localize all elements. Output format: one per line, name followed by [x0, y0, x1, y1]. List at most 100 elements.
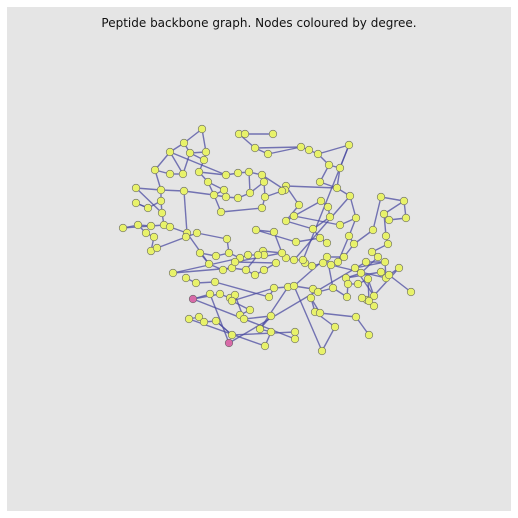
graph-node: [244, 167, 254, 177]
graph-node: [332, 183, 342, 193]
graph-node: [243, 250, 253, 260]
graph-node: [230, 257, 240, 267]
graph-node: [157, 208, 167, 218]
graph-node: [290, 327, 300, 337]
graph-edge: [317, 144, 350, 155]
graph-node: [165, 169, 175, 179]
graph-node: [250, 143, 260, 153]
graph-node: [179, 138, 189, 148]
graph-edge: [293, 195, 351, 261]
graph-node: [210, 277, 220, 287]
graph-node: [353, 279, 363, 289]
graph-node: [227, 296, 237, 306]
graph-edge: [293, 215, 341, 226]
graph-node: [146, 221, 156, 231]
graph-node: [318, 258, 328, 268]
graph-node: [194, 167, 204, 177]
graph-node: [219, 185, 229, 195]
graph-node: [349, 239, 359, 249]
graph-node: [335, 163, 345, 173]
graph-edge: [198, 171, 227, 176]
graph-edge: [156, 236, 187, 249]
graph-node: [328, 283, 338, 293]
graph-node: [118, 223, 128, 233]
graph-node: [179, 186, 189, 196]
graph-node: [263, 149, 273, 159]
graph-node: [351, 312, 361, 322]
graph-node: [259, 265, 269, 275]
graph-edge: [135, 187, 162, 191]
graph-node: [298, 255, 308, 265]
chart-title: Peptide backbone graph. Nodes coloured b…: [101, 16, 417, 30]
graph-node: [373, 252, 383, 262]
graph-node: [191, 278, 201, 288]
graph-node: [277, 248, 287, 258]
graph-node: [376, 192, 386, 202]
graph-node: [383, 239, 393, 249]
graph-edge: [231, 287, 275, 302]
graph-node: [356, 268, 366, 278]
graph-node: [344, 231, 354, 241]
graph-node: [224, 338, 234, 348]
graph-edge: [135, 187, 163, 214]
graph-node: [260, 192, 270, 202]
graph-node: [192, 228, 202, 238]
graph-node: [260, 341, 270, 351]
graph-node: [266, 327, 276, 337]
graph-node: [401, 213, 411, 223]
graph-edge: [254, 146, 302, 149]
graph-node: [221, 170, 231, 180]
graph-node: [209, 190, 219, 200]
graph-edge: [234, 261, 277, 264]
graph-node: [201, 147, 211, 157]
graph-node: [240, 129, 250, 139]
graph-node: [178, 169, 188, 179]
graph-edge: [372, 196, 382, 231]
graph-node: [250, 270, 260, 280]
graph-node: [156, 185, 166, 195]
graph-node: [364, 296, 374, 306]
graph-node: [259, 177, 269, 187]
graph-node: [325, 212, 335, 222]
graph-node: [317, 346, 327, 356]
graph-node: [308, 224, 318, 234]
graph-node: [369, 301, 379, 311]
graph-edge: [255, 229, 297, 243]
graph-edge: [319, 312, 357, 318]
graph-edge: [388, 274, 412, 293]
graph-node: [313, 149, 323, 159]
graph-edge: [293, 285, 323, 352]
graph-node: [350, 263, 360, 273]
edge-layer: [122, 128, 412, 352]
graph-node: [306, 293, 316, 303]
graph-node: [289, 281, 299, 291]
graph-node: [205, 289, 215, 299]
graph-node: [313, 287, 323, 297]
graph-node: [221, 192, 231, 202]
graph-node: [264, 292, 274, 302]
graph-node: [322, 238, 332, 248]
graph-node: [369, 291, 379, 301]
graph-edge: [354, 261, 386, 269]
plot-area: [7, 7, 511, 511]
graph-node: [289, 255, 299, 265]
graph-node: [344, 140, 354, 150]
graph-node: [255, 324, 265, 334]
graph-edge: [293, 200, 322, 217]
graph-node: [384, 215, 394, 225]
graph-node: [184, 314, 194, 324]
graph-node: [367, 247, 377, 257]
graph-node: [326, 260, 336, 270]
graph-node: [251, 225, 261, 235]
graph-node: [351, 213, 361, 223]
graph-node: [194, 312, 204, 322]
graph-node: [294, 200, 304, 210]
graph-node: [233, 193, 243, 203]
graph-node: [343, 279, 353, 289]
graph-node: [199, 155, 209, 165]
graph-node: [368, 225, 378, 235]
graph-node: [188, 294, 198, 304]
graph-node: [165, 222, 175, 232]
graph-edge: [183, 190, 215, 196]
